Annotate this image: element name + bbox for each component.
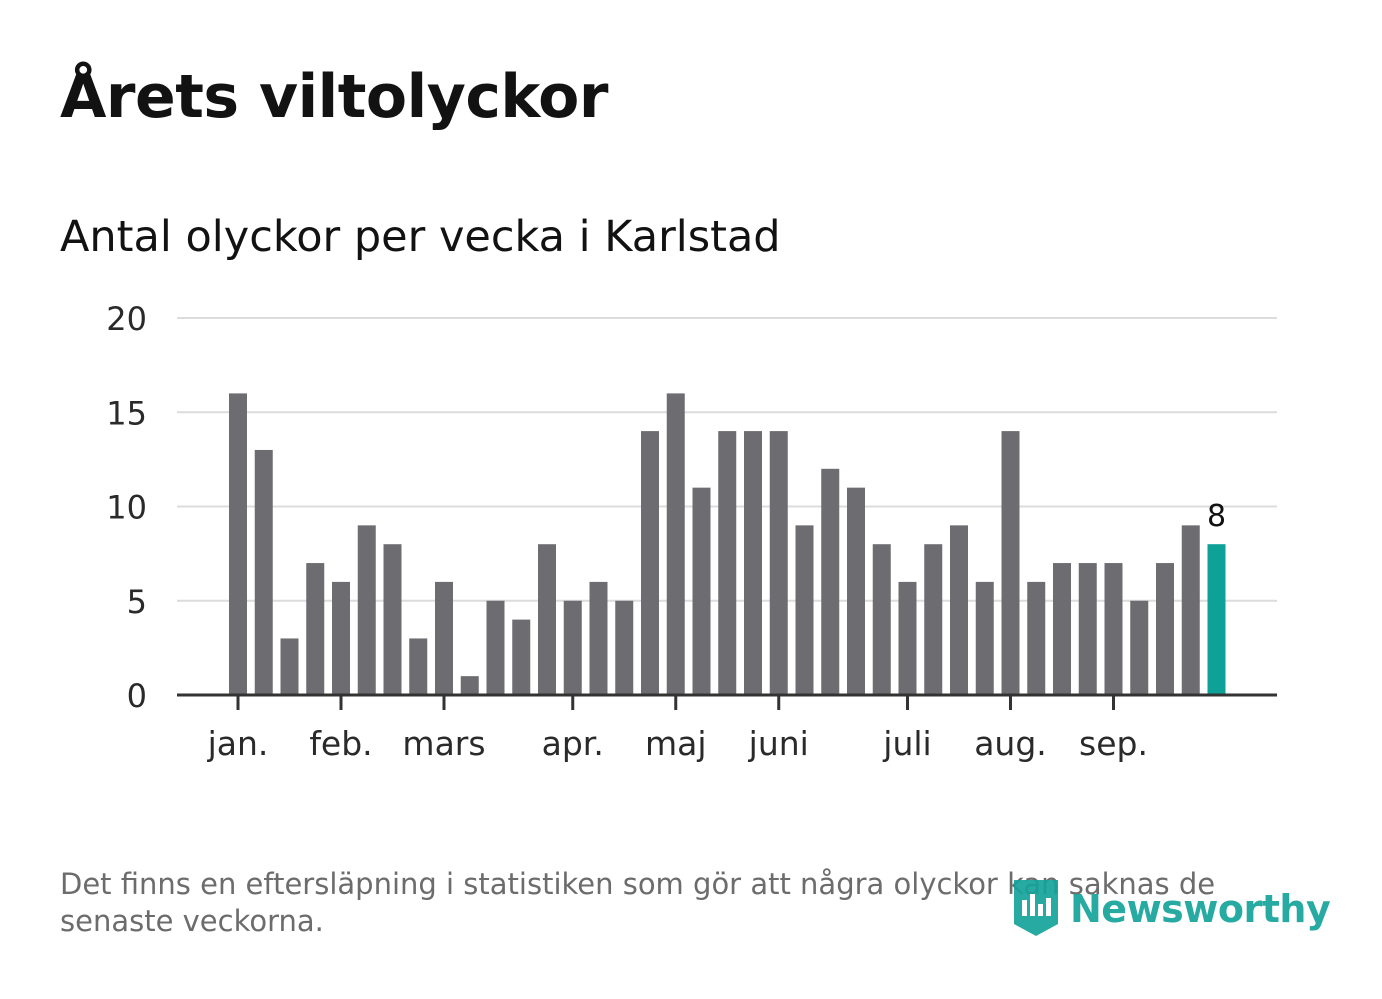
y-tick-label: 20 — [106, 300, 147, 338]
bar — [589, 581, 608, 695]
newsworthy-logo: Newsworthy — [1010, 876, 1331, 942]
highlight-value-label: 8 — [1207, 499, 1226, 534]
bar — [512, 619, 531, 695]
bar — [718, 431, 737, 695]
newsworthy-logo-icon — [1014, 880, 1058, 936]
x-tick-label: juli — [882, 724, 931, 763]
bar — [332, 581, 350, 695]
x-tick-label: apr. — [542, 724, 604, 763]
bar — [357, 525, 376, 695]
chart-title: Årets viltolyckor — [60, 62, 609, 132]
x-tick-label: mars — [402, 724, 485, 763]
bar-chart: 0 5 10 15 20 8 jan. feb. mars apr. maj juni juli aug.… — [106, 300, 1277, 763]
y-tick-label: 0 — [127, 677, 147, 715]
x-tick-label: aug. — [974, 724, 1047, 763]
bar — [409, 638, 428, 695]
bar — [563, 600, 582, 695]
bar — [1027, 581, 1046, 695]
x-tick-label: sep. — [1079, 724, 1148, 763]
x-tick-label: jan. — [207, 724, 269, 763]
bar — [1156, 563, 1174, 695]
bar — [383, 544, 402, 695]
bar — [1078, 563, 1097, 695]
bar — [950, 525, 968, 695]
chart-subtitle: Antal olyckor per vecka i Karlstad — [60, 212, 781, 262]
bar — [666, 393, 685, 695]
bar — [795, 525, 814, 695]
bar — [1104, 563, 1123, 695]
bar — [692, 487, 711, 695]
bar — [898, 581, 917, 695]
bar — [975, 581, 994, 695]
bar — [229, 393, 247, 695]
bar — [254, 449, 273, 695]
bar — [847, 487, 865, 695]
bar — [306, 563, 325, 695]
bar — [821, 468, 840, 695]
bar — [872, 544, 891, 695]
y-tick-label: 5 — [127, 583, 147, 621]
bar-highlight — [1207, 544, 1226, 695]
bar — [486, 600, 505, 695]
bar — [460, 676, 479, 695]
bar — [1130, 600, 1149, 695]
y-tick-label: 15 — [106, 394, 147, 432]
bar — [769, 431, 788, 695]
bar — [641, 431, 659, 695]
x-tick-label: maj — [645, 724, 707, 763]
bar — [924, 544, 943, 695]
bar — [1181, 525, 1200, 695]
bar — [1053, 563, 1071, 695]
y-tick-label: 10 — [106, 489, 147, 527]
bar — [615, 600, 634, 695]
bar — [538, 544, 556, 695]
bar — [1001, 431, 1020, 695]
bar — [280, 638, 299, 695]
bar — [744, 431, 762, 695]
logo-text: Newsworthy — [1070, 887, 1331, 931]
x-tick-label: juni — [748, 724, 809, 763]
bar — [435, 581, 453, 695]
x-tick-label: feb. — [309, 724, 372, 763]
